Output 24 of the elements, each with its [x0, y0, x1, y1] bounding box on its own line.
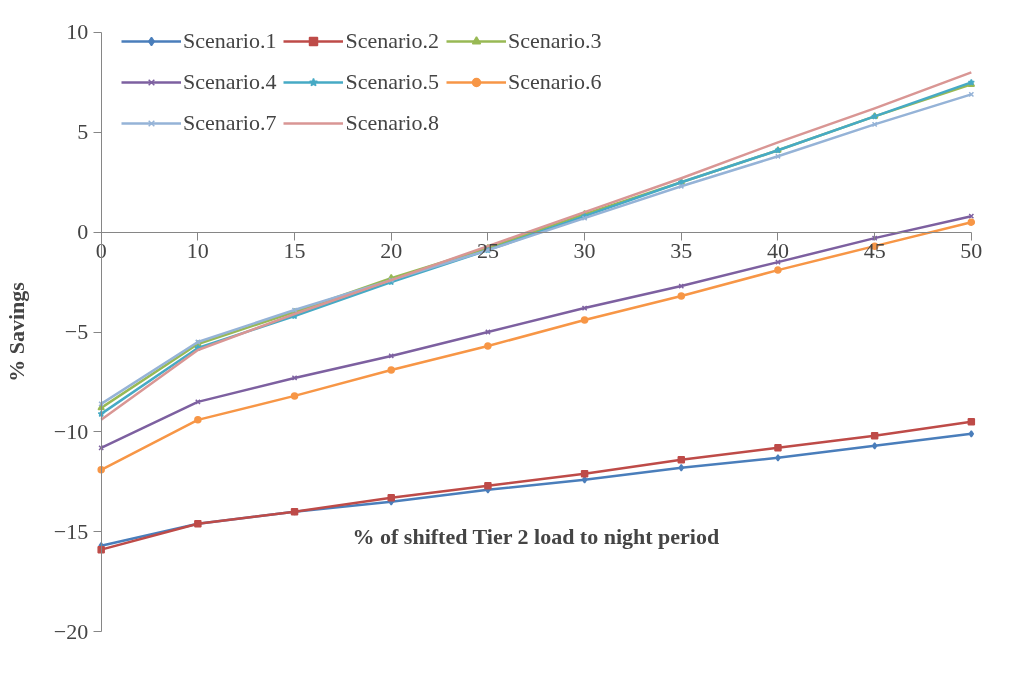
y-tick-label: −15 [53, 518, 89, 544]
y-tick-label: −20 [53, 618, 89, 644]
x-axis-title: % of shifted Tier 2 load to night period [352, 523, 720, 549]
x-tick-label: 40 [766, 238, 789, 264]
y-tick-label: −10 [53, 418, 89, 444]
y-tick-label: 5 [77, 119, 89, 145]
x-tick-label: 20 [380, 238, 403, 264]
x-tick-label: 10 [186, 238, 209, 264]
x-tick-label: 30 [573, 238, 596, 264]
y-tick-label: 0 [77, 219, 89, 245]
legend-label: Scenario.2 [345, 27, 439, 55]
legend-label: Scenario.8 [345, 109, 439, 137]
x-tick-label: 50 [960, 238, 983, 264]
legend-label: Scenario.5 [345, 68, 439, 96]
legend-label: Scenario.3 [507, 27, 602, 55]
legend-label: Scenario.4 [183, 68, 277, 96]
x-tick-label: 35 [670, 238, 693, 264]
y-tick-label: 10 [66, 19, 89, 45]
y-axis-title: % Savings [3, 281, 29, 382]
x-tick-label: 15 [283, 238, 306, 264]
y-tick-label: −5 [64, 319, 89, 344]
legend-label: Scenario.6 [507, 68, 602, 96]
legend-label: Scenario.7 [183, 109, 277, 137]
legend-label: Scenario.1 [183, 27, 277, 55]
